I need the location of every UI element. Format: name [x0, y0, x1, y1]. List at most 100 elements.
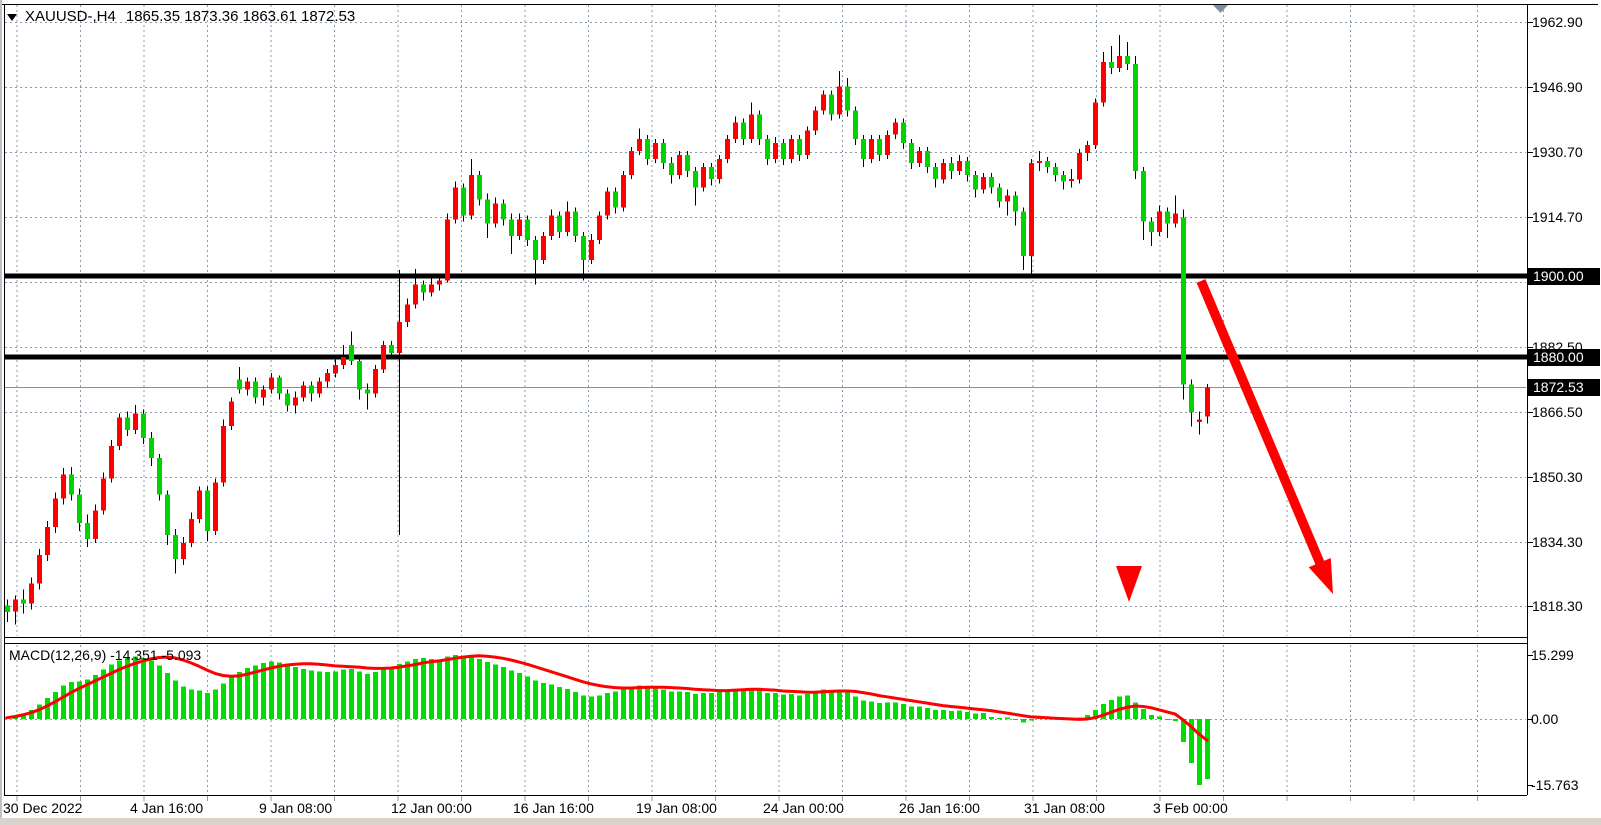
macd-bar [277, 662, 282, 719]
macd-bar [1173, 719, 1178, 722]
candle [581, 235, 586, 261]
candle [341, 357, 346, 366]
macd-bar [645, 687, 650, 719]
macd-panel-area[interactable] [5, 644, 1527, 795]
macd-bar [709, 693, 714, 719]
candle [117, 417, 122, 446]
macd-bar [189, 689, 194, 719]
macd-bar [85, 679, 90, 719]
main-chart-area[interactable] [5, 5, 1527, 637]
candle [189, 518, 194, 544]
candle [853, 110, 858, 139]
macd-bar [1165, 719, 1170, 720]
candle [797, 138, 802, 155]
candle [821, 94, 826, 111]
chart-frame [2, 4, 1598, 796]
candle [1053, 167, 1058, 176]
candle [29, 583, 34, 604]
macd-bar [733, 688, 738, 719]
candle [53, 498, 58, 527]
macd-bar [925, 708, 930, 719]
candle [413, 284, 418, 305]
candle [301, 385, 306, 398]
macd-bar [405, 661, 410, 719]
time-axis-label: 12 Jan 00:00 [391, 800, 472, 816]
candle [877, 138, 882, 155]
candle [285, 393, 290, 406]
trend-arrow-head[interactable] [1308, 558, 1333, 594]
time-axis-label: 19 Jan 08:00 [636, 800, 717, 816]
candle [373, 369, 378, 394]
time-axis-label: 30 Dec 2022 [3, 800, 83, 816]
candle [165, 494, 170, 535]
candle [909, 142, 914, 164]
candle [773, 142, 778, 160]
candle [237, 379, 242, 390]
candle [1173, 213, 1178, 224]
macd-histogram [5, 655, 1210, 785]
symbol-period-label: XAUUSD-,H4 [25, 8, 116, 25]
candle [725, 138, 730, 159]
macd-bar [997, 718, 1002, 720]
macd-bar [661, 689, 666, 719]
macd-bar [213, 689, 218, 719]
candle [221, 425, 226, 483]
candle [205, 490, 210, 531]
time-axis-label: 4 Jan 16:00 [130, 800, 204, 816]
level-lines[interactable] [4, 273, 1527, 360]
macd-bar [981, 713, 986, 719]
macd-bar [549, 684, 554, 719]
macd-bar [237, 672, 242, 719]
macd-bar [421, 657, 426, 719]
candle [333, 365, 338, 374]
candle [253, 381, 258, 398]
macd-bar [581, 695, 586, 719]
candle [973, 175, 978, 190]
candle [37, 555, 42, 584]
macd-bar [309, 670, 314, 719]
candle [517, 219, 522, 236]
macd-bar [597, 695, 602, 719]
candle [549, 215, 554, 236]
macd-bar [1149, 714, 1154, 719]
candle [765, 138, 770, 159]
macd-bar [365, 673, 370, 719]
price-tag-1880-00: 1880.00 [1528, 349, 1600, 366]
price-axis-label: 1962.90 [1532, 14, 1583, 30]
candle [1141, 171, 1146, 222]
candle [805, 130, 810, 155]
candle [229, 401, 234, 426]
candle [21, 599, 26, 604]
price-axis-label: 1818.30 [1532, 598, 1583, 614]
sell-marker-triangle-icon[interactable] [1116, 566, 1142, 602]
candle [1093, 102, 1098, 145]
candle [45, 526, 50, 556]
macd-signal-line [5, 654, 1209, 742]
macd-bar [1013, 719, 1018, 720]
candle [13, 599, 18, 612]
macd-bar [221, 683, 226, 719]
macd-bar [197, 690, 202, 719]
macd-indicator-label: MACD(12,26,9) -14.351 -5.093 [9, 647, 202, 663]
candle [1069, 179, 1074, 182]
candle [1125, 56, 1130, 65]
candle [893, 122, 898, 135]
candle [1149, 221, 1154, 232]
candle [637, 138, 642, 151]
candle [837, 86, 842, 115]
trend-arrow-shaft[interactable] [1196, 279, 1327, 571]
candle [717, 159, 722, 180]
macd-bar [93, 675, 98, 719]
macd-bar [669, 691, 674, 719]
macd-bar [1109, 699, 1114, 719]
candle [429, 284, 434, 293]
macd-bar [413, 658, 418, 719]
level-line [4, 273, 1527, 279]
macd-bar [173, 680, 178, 719]
macd-bar [525, 676, 530, 719]
macd-bar [973, 713, 978, 719]
macd-bar [1205, 719, 1210, 779]
macd-bar [853, 696, 858, 719]
macd-bar [29, 709, 34, 719]
